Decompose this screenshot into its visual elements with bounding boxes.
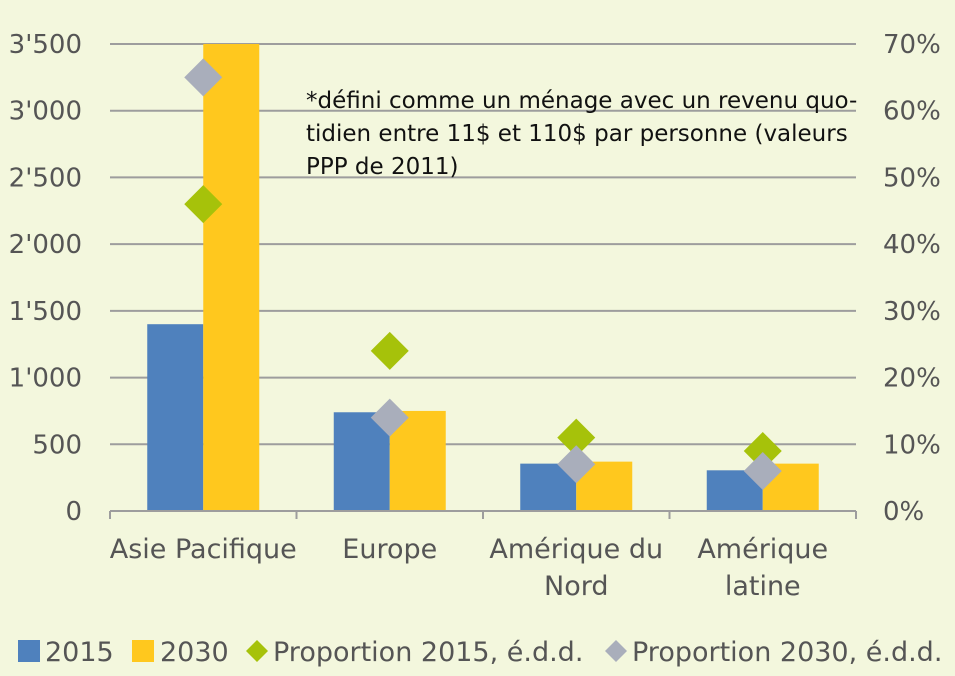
marker-Proportion 2015, é.d.d. xyxy=(743,431,782,470)
category-label: Europe xyxy=(342,534,437,565)
legend-swatch-2015 xyxy=(18,640,40,662)
marker-Proportion 2015, é.d.d. xyxy=(184,185,223,224)
marker-Proportion 2030, é.d.d. xyxy=(370,398,409,437)
bar-2030 xyxy=(389,410,446,511)
right-axis-tick-label: 0% xyxy=(883,497,924,527)
right-axis-tick-label: 40% xyxy=(883,230,941,260)
axis-layer: 0 500 1'000 1'500 2'000 2'500 3'000 3'500 0% 10% 2… xyxy=(9,30,941,602)
annotation-line: PPP de 2011) xyxy=(306,154,459,180)
bar-2015 xyxy=(147,324,204,511)
legend-label: Proportion 2030, é.d.d. xyxy=(632,637,942,668)
right-axis-tick-label: 10% xyxy=(883,430,941,460)
bar-2030 xyxy=(203,44,260,511)
annotation-line: *défini comme un ménage avec un revenu q… xyxy=(306,88,857,114)
marker-layer xyxy=(184,58,782,490)
legend-label: 2015 xyxy=(45,637,114,668)
marker-Proportion 2030, é.d.d. xyxy=(184,58,223,97)
bar-layer xyxy=(147,44,819,511)
legend-swatch-2030 xyxy=(132,640,154,662)
marker-Proportion 2015, é.d.d. xyxy=(557,418,596,457)
left-axis-tick-label: 3'000 xyxy=(9,97,82,127)
legend-swatch-Proportion 2030, é.d.d. xyxy=(605,640,627,662)
legend-swatch-Proportion 2015, é.d.d. xyxy=(246,640,268,662)
right-axis-tick-label: 50% xyxy=(883,163,941,193)
category-label: Amérique du xyxy=(489,534,663,565)
category-label: Nord xyxy=(544,571,608,602)
left-axis-tick-label: 3'500 xyxy=(9,30,82,60)
annotation-line: tidien entre 11$ et 110$ par personne (v… xyxy=(306,121,848,147)
right-axis-tick-label: 20% xyxy=(883,364,941,394)
marker-Proportion 2030, é.d.d. xyxy=(557,445,596,484)
category-label: latine xyxy=(725,571,801,602)
bar-2015 xyxy=(333,412,390,511)
marker-Proportion 2015, é.d.d. xyxy=(370,331,409,370)
legend-layer: 2015 2030 Proportion 2015, é.d.d. Proportio… xyxy=(18,637,942,668)
right-axis-tick-label: 70% xyxy=(883,30,941,60)
legend-label: 2030 xyxy=(160,637,229,668)
category-label: Asie Pacifique xyxy=(110,534,297,565)
annotation-layer: *défini comme un ménage avec un revenu q… xyxy=(306,88,857,180)
legend-label: Proportion 2015, é.d.d. xyxy=(273,637,583,668)
left-axis-tick-label: 1'500 xyxy=(9,297,82,327)
right-axis-tick-label: 30% xyxy=(883,297,941,327)
left-axis-tick-label: 500 xyxy=(32,430,82,460)
left-axis-tick-label: 0 xyxy=(65,497,82,527)
marker-Proportion 2030, é.d.d. xyxy=(743,451,782,490)
left-axis-tick-label: 2'500 xyxy=(9,163,82,193)
right-axis-tick-label: 60% xyxy=(883,97,941,127)
left-axis-tick-label: 1'000 xyxy=(9,364,82,394)
left-axis-tick-label: 2'000 xyxy=(9,230,82,260)
category-label: Amérique xyxy=(697,534,828,565)
